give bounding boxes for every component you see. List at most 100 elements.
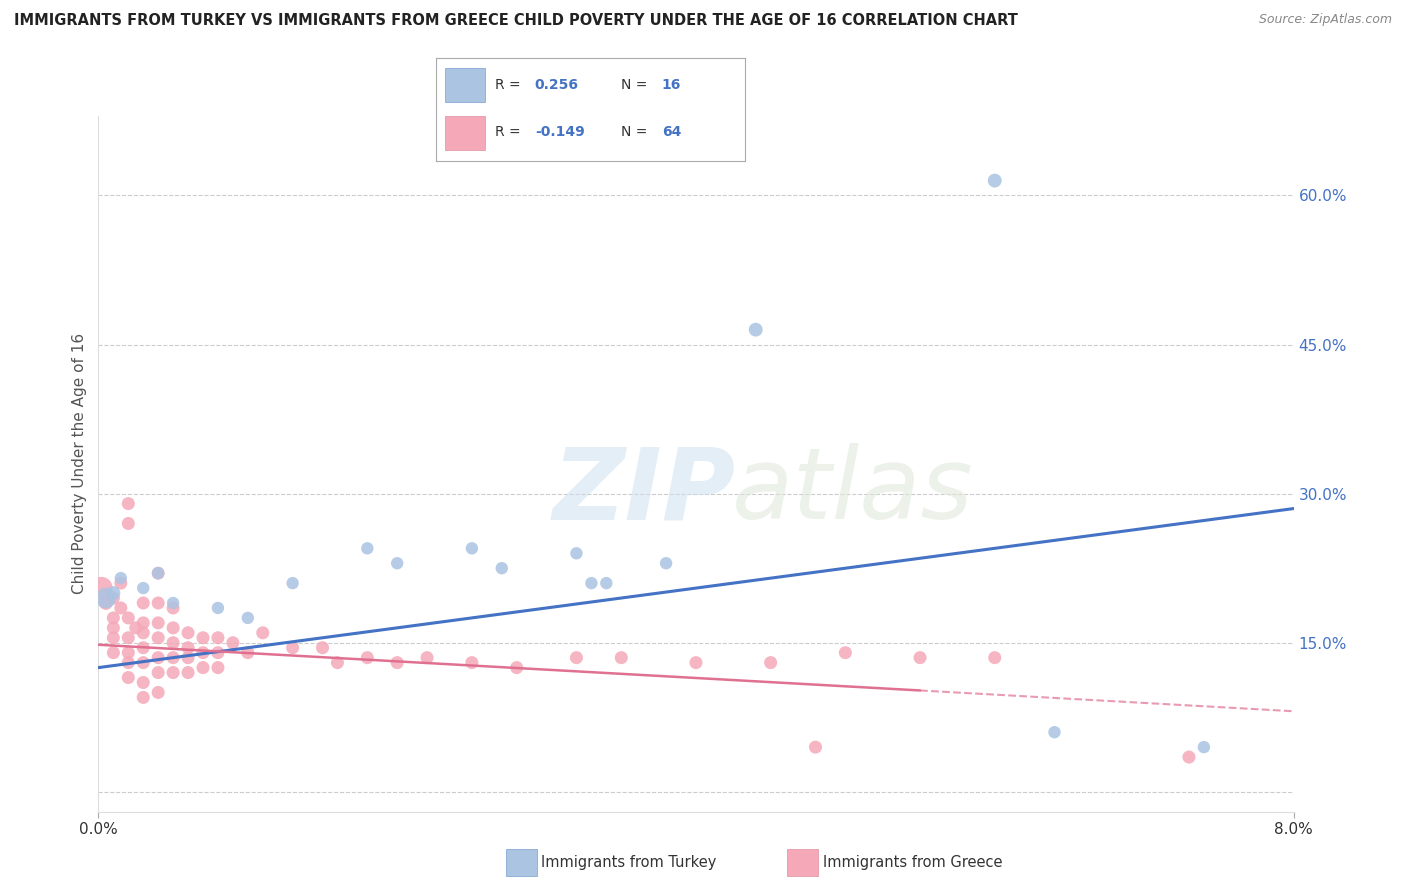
Text: ZIP: ZIP — [553, 443, 735, 541]
Point — [110, 601, 132, 615]
Point — [207, 631, 229, 645]
Point — [148, 685, 170, 699]
Point — [162, 650, 184, 665]
Text: Immigrants from Greece: Immigrants from Greece — [823, 855, 1002, 870]
Point — [162, 601, 184, 615]
Point — [148, 650, 170, 665]
Point — [356, 650, 378, 665]
Point — [610, 650, 633, 665]
Point — [117, 671, 139, 685]
Point — [191, 660, 214, 674]
Text: -0.149: -0.149 — [534, 125, 585, 139]
Text: Immigrants from Turkey: Immigrants from Turkey — [541, 855, 717, 870]
Point — [94, 591, 117, 605]
Point — [132, 690, 155, 705]
Point — [281, 576, 304, 591]
Point — [191, 646, 214, 660]
Point — [148, 631, 170, 645]
Point — [162, 636, 184, 650]
Point — [148, 615, 170, 630]
Point — [148, 665, 170, 680]
FancyBboxPatch shape — [446, 117, 485, 150]
Point — [162, 596, 184, 610]
Point — [385, 656, 409, 670]
Point — [655, 556, 678, 570]
Point — [804, 740, 827, 755]
Point — [132, 615, 155, 630]
Point — [103, 646, 125, 660]
Point — [908, 650, 931, 665]
Point — [94, 596, 117, 610]
Point — [281, 640, 304, 655]
Point — [207, 660, 229, 674]
Point — [252, 625, 274, 640]
Point — [90, 581, 112, 595]
Point — [207, 601, 229, 615]
Point — [132, 640, 155, 655]
Point — [132, 675, 155, 690]
Point — [117, 631, 139, 645]
Point — [834, 646, 856, 660]
Point — [311, 640, 333, 655]
Text: R =: R = — [495, 78, 520, 92]
Point — [236, 646, 259, 660]
Point — [177, 640, 200, 655]
Point — [103, 591, 125, 605]
Point — [1192, 740, 1215, 755]
Point — [207, 646, 229, 660]
Point — [162, 665, 184, 680]
Point — [117, 497, 139, 511]
Point — [983, 173, 1005, 187]
Point — [326, 656, 349, 670]
Point — [177, 665, 200, 680]
Y-axis label: Child Poverty Under the Age of 16: Child Poverty Under the Age of 16 — [72, 334, 87, 594]
Text: 16: 16 — [662, 78, 681, 92]
Point — [191, 631, 214, 645]
Text: 0.256: 0.256 — [534, 78, 579, 92]
Point — [595, 576, 617, 591]
Point — [110, 571, 132, 585]
Point — [1178, 750, 1201, 764]
Point — [148, 566, 170, 581]
Text: N =: N = — [621, 125, 648, 139]
Point — [1043, 725, 1066, 739]
Point — [132, 656, 155, 670]
Text: N =: N = — [621, 78, 648, 92]
Point — [581, 576, 603, 591]
Point — [148, 596, 170, 610]
Point — [222, 636, 245, 650]
Point — [685, 656, 707, 670]
Point — [103, 631, 125, 645]
Text: R =: R = — [495, 125, 520, 139]
Text: IMMIGRANTS FROM TURKEY VS IMMIGRANTS FROM GREECE CHILD POVERTY UNDER THE AGE OF : IMMIGRANTS FROM TURKEY VS IMMIGRANTS FRO… — [14, 13, 1018, 29]
Point — [132, 581, 155, 595]
Point — [177, 625, 200, 640]
FancyBboxPatch shape — [446, 69, 485, 102]
Point — [132, 625, 155, 640]
Point — [506, 660, 529, 674]
Point — [110, 576, 132, 591]
Point — [565, 546, 588, 560]
Point — [117, 611, 139, 625]
Text: Source: ZipAtlas.com: Source: ZipAtlas.com — [1258, 13, 1392, 27]
Point — [491, 561, 513, 575]
Point — [162, 621, 184, 635]
Point — [759, 656, 782, 670]
Point — [103, 586, 125, 600]
Point — [385, 556, 409, 570]
Point — [103, 621, 125, 635]
Point — [148, 566, 170, 581]
Point — [117, 656, 139, 670]
Point — [745, 323, 768, 337]
Text: atlas: atlas — [733, 443, 973, 541]
Point — [125, 621, 148, 635]
Point — [103, 611, 125, 625]
Text: 64: 64 — [662, 125, 681, 139]
Point — [461, 656, 484, 670]
Point — [177, 650, 200, 665]
Point — [356, 541, 378, 556]
Point — [983, 650, 1005, 665]
Point — [461, 541, 484, 556]
Point — [565, 650, 588, 665]
Point — [236, 611, 259, 625]
